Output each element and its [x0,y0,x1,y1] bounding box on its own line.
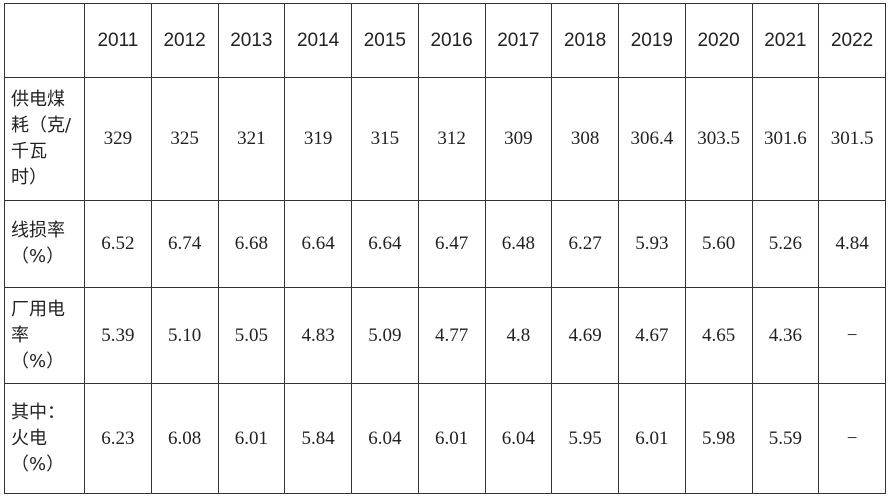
value-cell: 5.26 [751,200,820,288]
corner-cell [4,3,85,78]
value-cell: 5.93 [618,200,686,288]
value-cell: 321 [217,77,286,201]
data-row: 其中：火电（%） 6.23 6.08 6.01 5.84 6.04 6.01 6.04 5.95… [4,383,886,494]
value-cell: 312 [417,77,486,201]
value-cell: 5.59 [751,383,820,494]
header-cell: 2014 [284,3,352,78]
value-cell: − [818,383,886,494]
value-cell: 6.52 [84,200,152,288]
row-label-cell: 供电煤耗（克/千瓦时） [4,77,85,201]
value-cell: 6.27 [551,200,619,288]
value-cell: 306.4 [618,77,686,201]
header-cell: 2012 [150,3,219,78]
value-cell: 315 [351,77,419,201]
value-cell: − [818,287,886,384]
value-cell: 6.23 [84,383,152,494]
value-cell: 4.67 [618,287,686,384]
row-label-cell: 其中：火电（%） [4,383,85,494]
value-cell: 4.65 [684,287,753,384]
header-row: 2011 2012 2013 2014 2015 2016 2017 2018 2019 2020… [4,3,886,78]
data-row: 线损率（%） 6.52 6.74 6.68 6.64 6.64 6.47 6.48 6.27 5.… [4,200,886,288]
header-cell: 2021 [751,3,820,78]
value-cell: 6.01 [618,383,686,494]
value-cell: 301.6 [751,77,820,201]
value-cell: 4.83 [284,287,352,384]
header-cell: 2019 [618,3,686,78]
value-cell: 6.74 [150,200,219,288]
header-cell: 2018 [551,3,619,78]
value-cell: 301.5 [818,77,886,201]
value-cell: 325 [150,77,219,201]
value-cell: 6.48 [484,200,553,288]
header-cell: 2017 [484,3,553,78]
row-label-cell: 线损率（%） [4,200,85,288]
data-row: 厂用电率（%） 5.39 5.10 5.05 4.83 5.09 4.77 4.8 4.69 4.… [4,287,886,384]
value-cell: 5.10 [150,287,219,384]
value-cell: 4.84 [818,200,886,288]
row-label: 厂用电率（%） [11,298,65,372]
value-cell: 4.77 [417,287,486,384]
row-label: 线损率（%） [11,220,65,267]
value-cell: 5.60 [684,200,753,288]
value-cell: 6.08 [150,383,219,494]
page: 2011 2012 2013 2014 2015 2016 2017 2018 2019 2020… [0,3,892,501]
value-cell: 308 [551,77,619,201]
value-cell: 6.64 [351,200,419,288]
value-cell: 309 [484,77,553,201]
value-cell: 6.47 [417,200,486,288]
value-cell: 319 [284,77,352,201]
header-cell: 2016 [417,3,486,78]
header-cell: 2011 [84,3,152,78]
value-cell: 6.64 [284,200,352,288]
value-cell: 6.01 [417,383,486,494]
row-label: 供电煤耗（克/千瓦时） [11,89,72,188]
value-cell: 303.5 [684,77,753,201]
data-table: 2011 2012 2013 2014 2015 2016 2017 2018 2019 2020… [4,3,886,494]
header-cell: 2022 [818,3,886,78]
value-cell: 5.05 [217,287,286,384]
value-cell: 5.09 [351,287,419,384]
header-cell: 2015 [351,3,419,78]
value-cell: 4.69 [551,287,619,384]
row-label-cell: 厂用电率（%） [4,287,85,384]
value-cell: 5.84 [284,383,352,494]
value-cell: 5.98 [684,383,753,494]
value-cell: 5.39 [84,287,152,384]
data-row: 供电煤耗（克/千瓦时） 329 325 321 319 315 312 309 308 306.4… [4,77,886,201]
value-cell: 4.8 [484,287,553,384]
value-cell: 6.04 [351,383,419,494]
value-cell: 5.95 [551,383,619,494]
value-cell: 6.68 [217,200,286,288]
header-cell: 2013 [217,3,286,78]
header-cell: 2020 [684,3,753,78]
row-label: 其中：火电（%） [11,401,65,475]
value-cell: 329 [84,77,152,201]
value-cell: 4.36 [751,287,820,384]
value-cell: 6.01 [217,383,286,494]
value-cell: 6.04 [484,383,553,494]
